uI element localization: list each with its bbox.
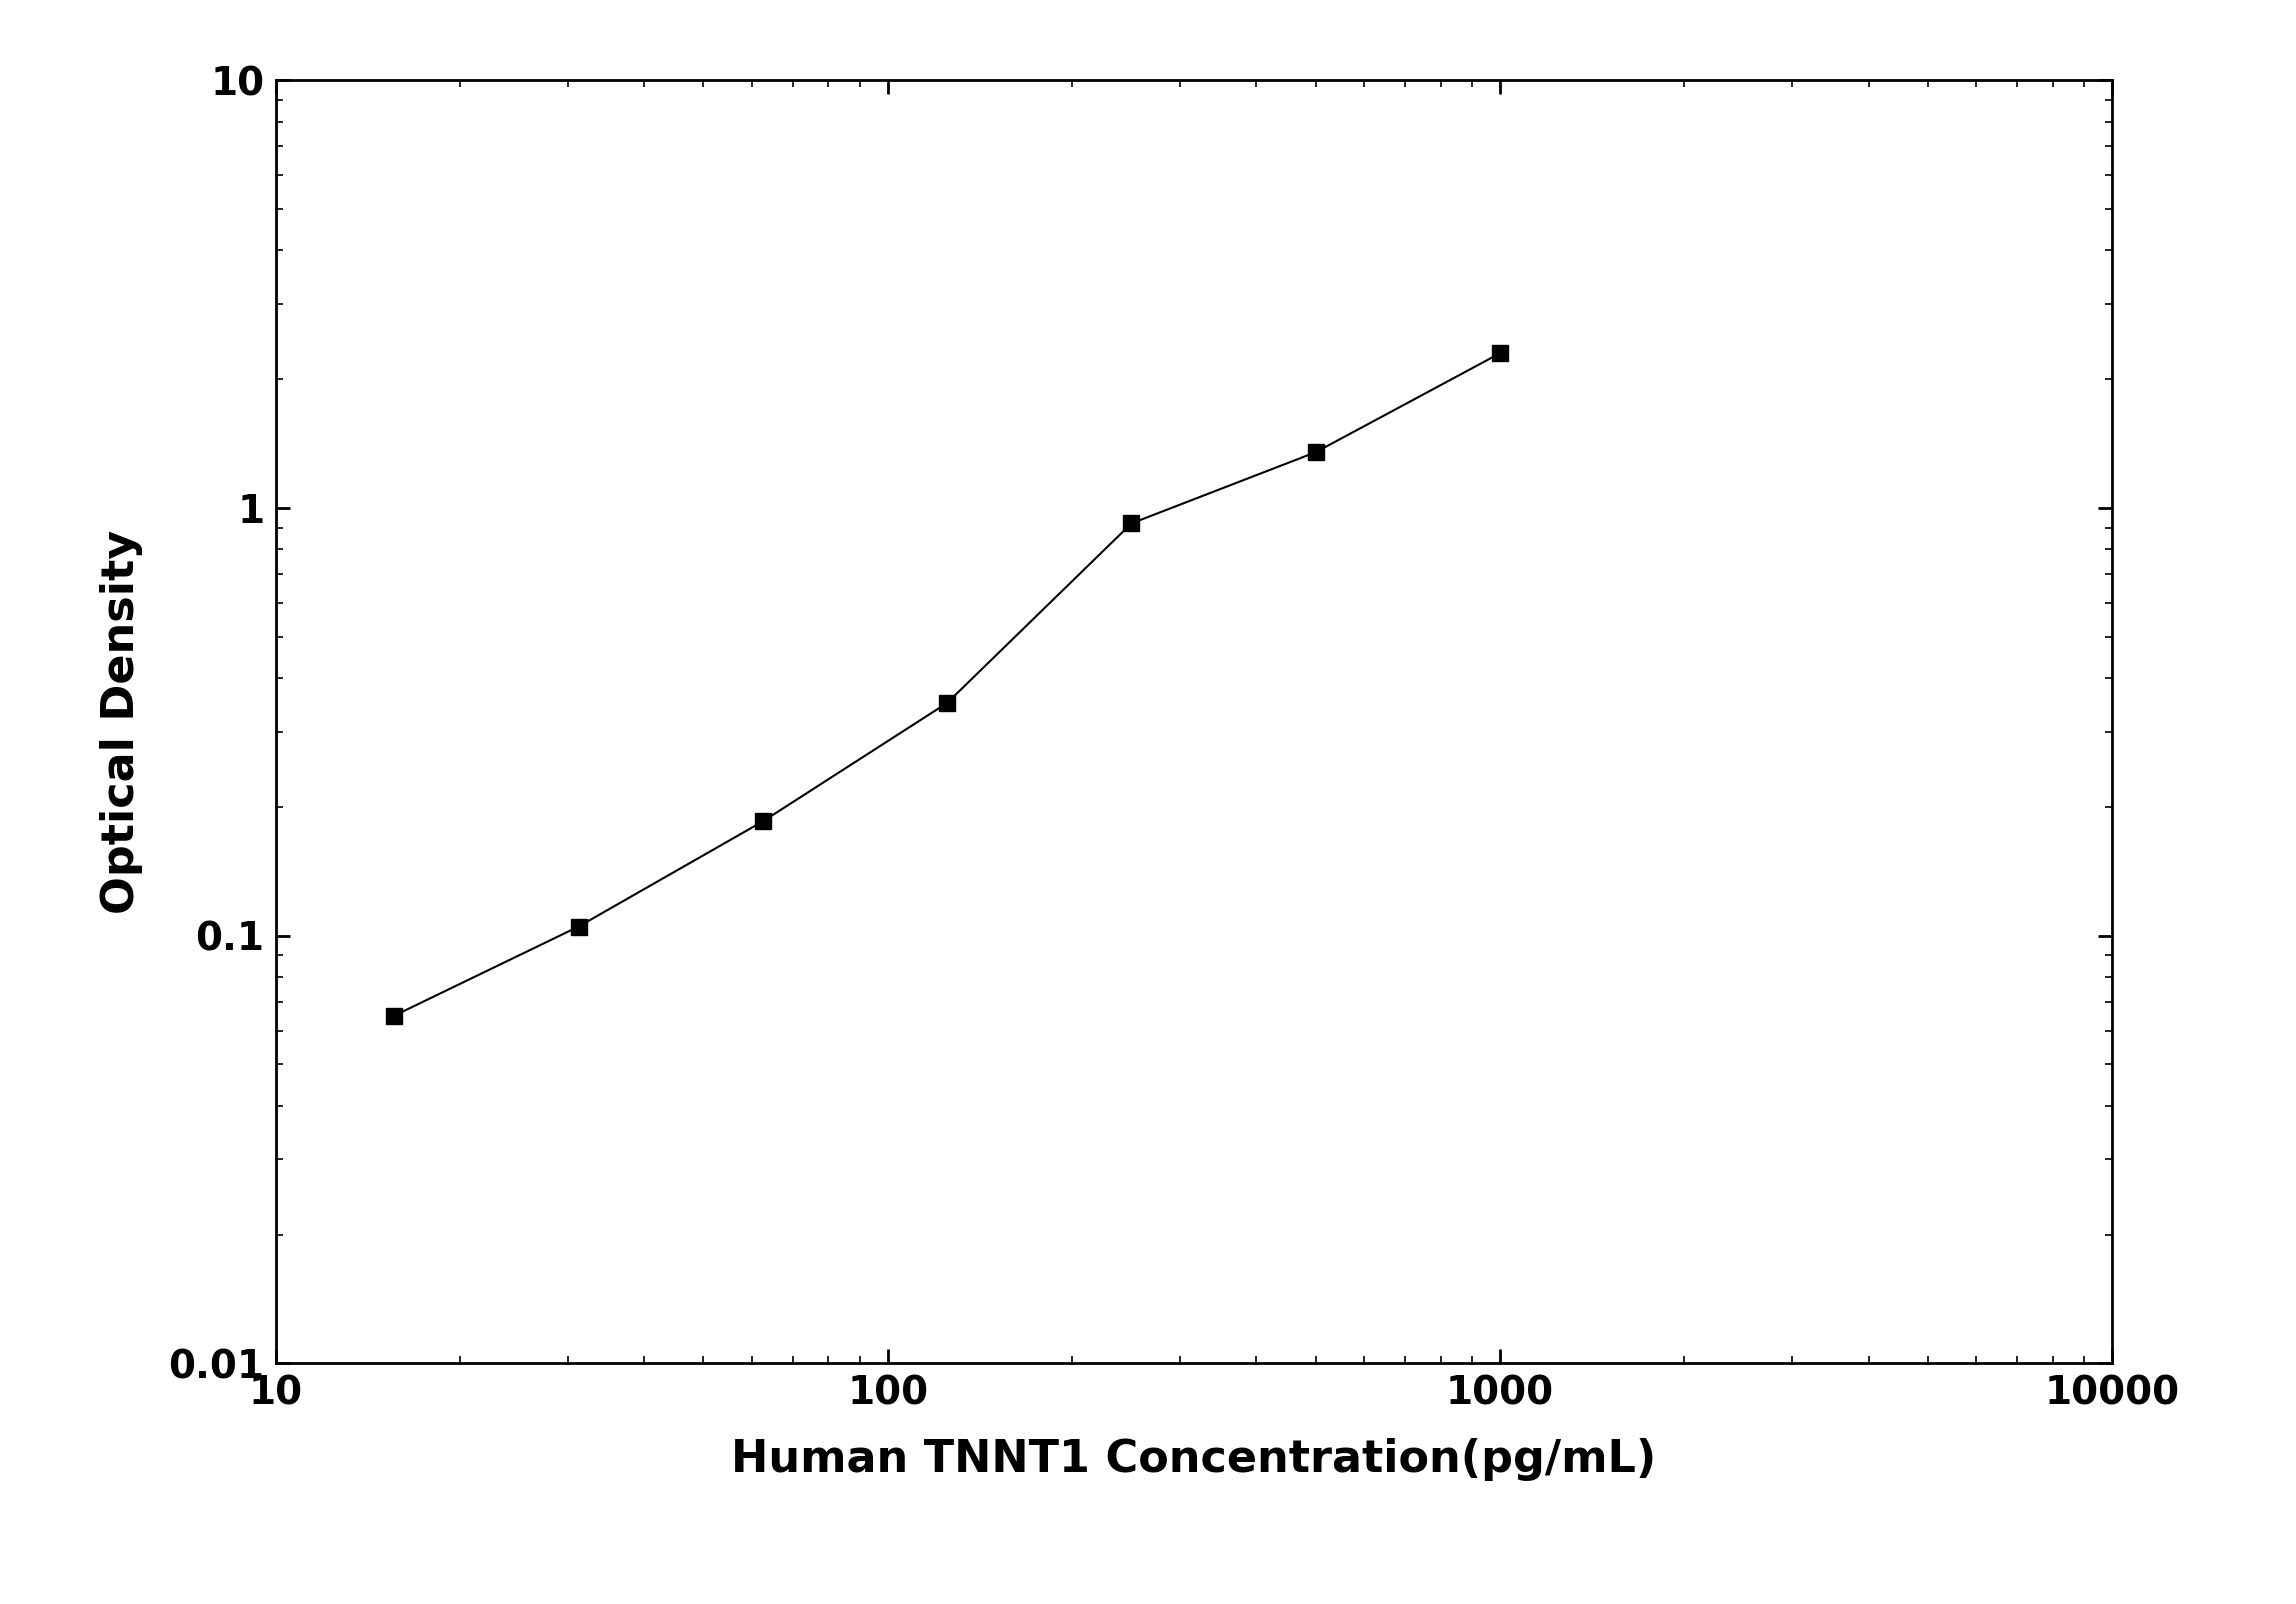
X-axis label: Human TNNT1 Concentration(pg/mL): Human TNNT1 Concentration(pg/mL) bbox=[732, 1437, 1655, 1480]
Y-axis label: Optical Density: Optical Density bbox=[101, 529, 142, 914]
